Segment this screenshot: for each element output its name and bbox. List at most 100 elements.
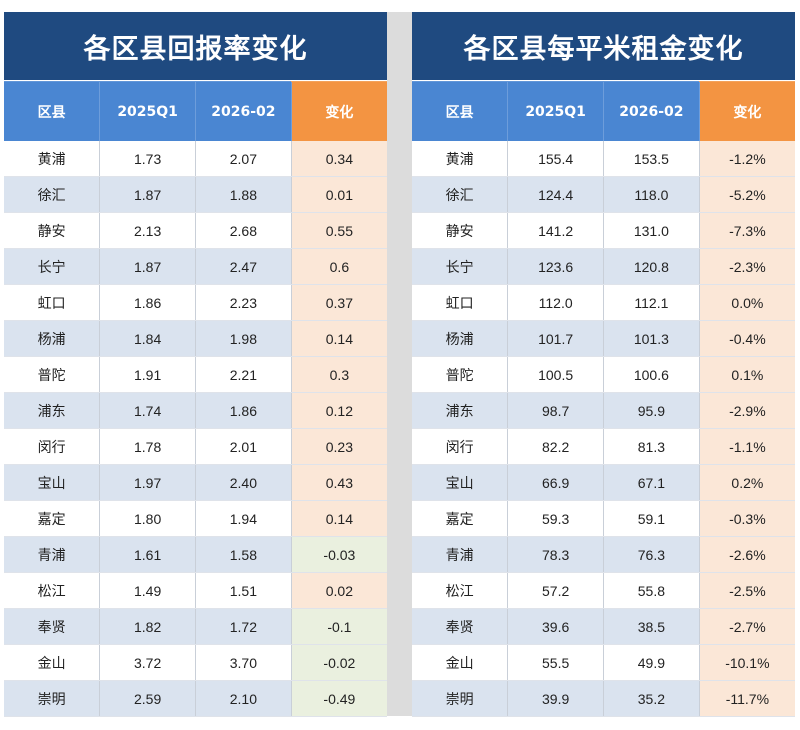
value-2026-02-cell: 2.07 [195, 141, 292, 177]
district-cell: 嘉定 [412, 500, 509, 537]
change-cell: 0.55 [291, 212, 387, 249]
change-cell: 0.2% [699, 464, 795, 501]
value-2025q1-cell: 39.6 [507, 608, 604, 645]
table-row: 杨浦 101.7 101.3 -0.4% [412, 320, 795, 357]
value-2026-02-cell: 38.5 [603, 608, 700, 645]
value-2026-02-cell: 59.1 [603, 500, 700, 537]
district-cell: 崇明 [412, 680, 509, 717]
change-cell: -2.7% [699, 608, 795, 645]
return-rate-panel: 各区县回报率变化 区县 2025Q1 2026-02 变化 黄浦 1.73 2.07… [4, 12, 387, 717]
value-2025q1-cell: 100.5 [507, 356, 604, 393]
value-2026-02-cell: 101.3 [603, 320, 700, 357]
value-2025q1-cell: 155.4 [507, 141, 604, 177]
value-2025q1-cell: 39.9 [507, 680, 604, 717]
header-district: 区县 [4, 80, 101, 141]
district-cell: 宝山 [4, 464, 101, 501]
rent-per-sqm-panel: 各区县每平米租金变化 区县 2025Q1 2026-02 变化 黄浦 155.4 1… [412, 12, 795, 717]
district-cell: 闵行 [4, 428, 101, 465]
table-row: 黄浦 1.73 2.07 0.34 [4, 141, 387, 177]
table-row: 长宁 123.6 120.8 -2.3% [412, 248, 795, 285]
table-row: 闵行 82.2 81.3 -1.1% [412, 428, 795, 465]
value-2026-02-cell: 1.72 [195, 608, 292, 645]
value-2026-02-cell: 2.23 [195, 284, 292, 321]
table-row: 普陀 100.5 100.6 0.1% [412, 356, 795, 393]
change-cell: -11.7% [699, 680, 795, 717]
change-cell: 0.12 [291, 392, 387, 429]
table-header-row: 区县 2025Q1 2026-02 变化 [4, 80, 387, 141]
return-rate-title: 各区县回报率变化 [4, 12, 387, 80]
change-cell: -0.49 [291, 680, 387, 717]
table-row: 宝山 1.97 2.40 0.43 [4, 464, 387, 501]
change-cell: -0.3% [699, 500, 795, 537]
district-cell: 普陀 [412, 356, 509, 393]
district-cell: 徐汇 [412, 176, 509, 213]
district-cell: 长宁 [412, 248, 509, 285]
value-2025q1-cell: 2.13 [99, 212, 196, 249]
district-cell: 普陀 [4, 356, 101, 393]
district-cell: 静安 [412, 212, 509, 249]
value-2026-02-cell: 1.88 [195, 176, 292, 213]
change-cell: -2.6% [699, 536, 795, 573]
district-cell: 松江 [4, 572, 101, 609]
change-cell: 0.23 [291, 428, 387, 465]
value-2026-02-cell: 120.8 [603, 248, 700, 285]
district-cell: 虹口 [4, 284, 101, 321]
header-2026-02: 2026-02 [603, 80, 700, 141]
table-row: 崇明 2.59 2.10 -0.49 [4, 680, 387, 717]
change-cell: -7.3% [699, 212, 795, 249]
value-2026-02-cell: 2.47 [195, 248, 292, 285]
value-2025q1-cell: 141.2 [507, 212, 604, 249]
value-2025q1-cell: 112.0 [507, 284, 604, 321]
header-2025q1: 2025Q1 [507, 80, 604, 141]
change-cell: 0.43 [291, 464, 387, 501]
value-2025q1-cell: 78.3 [507, 536, 604, 573]
table-row: 黄浦 155.4 153.5 -1.2% [412, 141, 795, 177]
table-row: 松江 57.2 55.8 -2.5% [412, 572, 795, 609]
value-2025q1-cell: 123.6 [507, 248, 604, 285]
value-2025q1-cell: 2.59 [99, 680, 196, 717]
value-2025q1-cell: 1.84 [99, 320, 196, 357]
change-cell: -0.02 [291, 644, 387, 681]
value-2026-02-cell: 35.2 [603, 680, 700, 717]
header-district: 区县 [412, 80, 509, 141]
table-row: 虹口 1.86 2.23 0.37 [4, 284, 387, 321]
value-2026-02-cell: 100.6 [603, 356, 700, 393]
value-2026-02-cell: 67.1 [603, 464, 700, 501]
header-change: 变化 [699, 80, 795, 141]
value-2026-02-cell: 76.3 [603, 536, 700, 573]
value-2026-02-cell: 2.21 [195, 356, 292, 393]
value-2025q1-cell: 1.61 [99, 536, 196, 573]
table-row: 宝山 66.9 67.1 0.2% [412, 464, 795, 501]
value-2026-02-cell: 81.3 [603, 428, 700, 465]
district-cell: 崇明 [4, 680, 101, 717]
value-2025q1-cell: 1.87 [99, 248, 196, 285]
value-2026-02-cell: 1.94 [195, 500, 292, 537]
change-cell: -2.5% [699, 572, 795, 609]
table-row: 青浦 1.61 1.58 -0.03 [4, 536, 387, 573]
value-2026-02-cell: 2.68 [195, 212, 292, 249]
change-cell: -1.1% [699, 428, 795, 465]
value-2025q1-cell: 1.87 [99, 176, 196, 213]
table-row: 静安 141.2 131.0 -7.3% [412, 212, 795, 249]
value-2026-02-cell: 131.0 [603, 212, 700, 249]
table-row: 奉贤 39.6 38.5 -2.7% [412, 608, 795, 645]
change-cell: 0.1% [699, 356, 795, 393]
change-cell: -0.4% [699, 320, 795, 357]
table-row: 嘉定 59.3 59.1 -0.3% [412, 500, 795, 537]
table-row: 浦东 98.7 95.9 -2.9% [412, 392, 795, 429]
district-cell: 宝山 [412, 464, 509, 501]
value-2025q1-cell: 1.80 [99, 500, 196, 537]
value-2025q1-cell: 124.4 [507, 176, 604, 213]
district-cell: 奉贤 [4, 608, 101, 645]
change-cell: 0.34 [291, 141, 387, 177]
value-2025q1-cell: 1.91 [99, 356, 196, 393]
value-2025q1-cell: 1.86 [99, 284, 196, 321]
table-row: 浦东 1.74 1.86 0.12 [4, 392, 387, 429]
value-2026-02-cell: 2.01 [195, 428, 292, 465]
value-2026-02-cell: 1.51 [195, 572, 292, 609]
value-2025q1-cell: 1.49 [99, 572, 196, 609]
change-cell: -0.1 [291, 608, 387, 645]
district-cell: 杨浦 [412, 320, 509, 357]
district-cell: 奉贤 [412, 608, 509, 645]
value-2026-02-cell: 55.8 [603, 572, 700, 609]
